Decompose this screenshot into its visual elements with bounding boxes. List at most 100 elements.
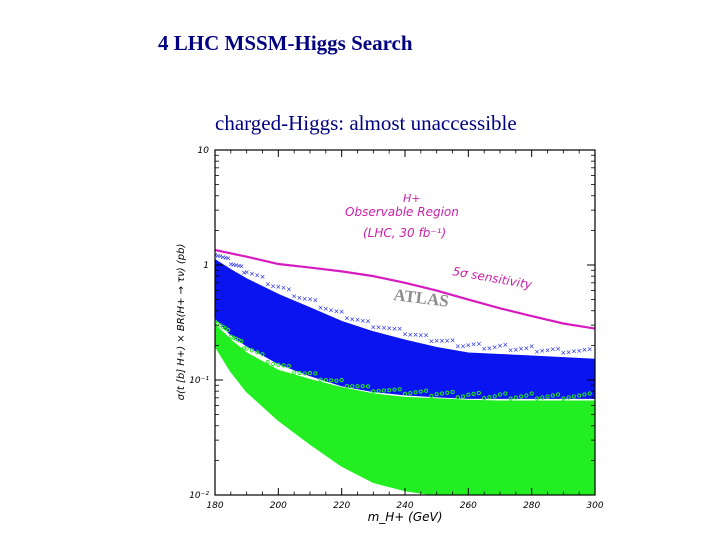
scatter-point xyxy=(455,395,460,400)
scatter-point: × xyxy=(545,346,551,354)
scatter-point xyxy=(260,352,265,357)
scatter-point: × xyxy=(560,349,566,357)
scatter-point xyxy=(487,395,492,400)
scatter-point xyxy=(355,384,360,389)
scatter-point: × xyxy=(428,338,434,346)
scatter-point xyxy=(360,384,365,389)
higgs-sensitivity-plot: ××××××××××××× × × ×× × × × ×× × × × ×× × × × ×× × × × ×× × × ×… xyxy=(176,146,604,524)
scatter-point: × xyxy=(455,343,461,351)
scatter-point: × xyxy=(370,323,376,331)
scatter-point xyxy=(270,361,276,367)
annotation-region-line2: Observable Region xyxy=(345,205,459,219)
scatter-point: × xyxy=(344,315,350,323)
scatter-point xyxy=(434,392,439,397)
scatter-point: × xyxy=(318,304,324,312)
scatter-point: × xyxy=(281,284,287,292)
scatter-point: × xyxy=(339,308,345,316)
scatter-point: × xyxy=(465,341,471,349)
scatter-point: × xyxy=(434,337,440,345)
scatter-point: × xyxy=(476,340,482,348)
scatter-point: × xyxy=(260,273,266,281)
scatter-point: × xyxy=(423,332,429,340)
scatter-point: × xyxy=(241,269,247,277)
scatter-point xyxy=(418,389,423,394)
y-tick-label: 10 xyxy=(198,146,210,156)
x-tick-label: 220 xyxy=(333,501,350,511)
scatter-point: × xyxy=(402,331,408,339)
x-tick-label: 200 xyxy=(270,501,287,511)
scatter-point xyxy=(402,391,408,396)
scatter-point: × xyxy=(215,252,221,260)
y-tick-label: 10⁻² xyxy=(189,491,209,501)
scatter-point xyxy=(313,371,318,376)
scatter-point: × xyxy=(286,285,292,293)
scatter-point xyxy=(307,370,313,376)
scatter-point: × xyxy=(254,272,260,280)
scatter-point xyxy=(482,396,487,401)
scatter-point xyxy=(297,370,302,376)
scatter-point: × xyxy=(481,345,487,353)
scatter-point: × xyxy=(236,262,242,270)
scatter-point: × xyxy=(487,344,493,352)
atlas-watermark: ATLAS xyxy=(393,285,450,311)
x-tick-label: 180 xyxy=(206,501,223,511)
scatter-point: × xyxy=(471,341,477,349)
band-green xyxy=(215,323,595,495)
x-tick-label: 240 xyxy=(396,501,413,511)
scatter-point xyxy=(408,390,413,396)
scatter-point: × xyxy=(513,346,519,354)
scatter-point: × xyxy=(518,345,524,353)
scatter-point: × xyxy=(328,306,334,314)
scatter-point xyxy=(241,346,247,351)
scatter-point xyxy=(265,359,270,365)
scatter-point xyxy=(508,396,513,401)
scatter-point: × xyxy=(492,344,498,352)
scatter-point: × xyxy=(439,337,445,345)
scatter-point xyxy=(450,389,455,395)
scatter-point xyxy=(429,393,434,399)
scatter-point xyxy=(466,392,471,397)
scatter-point xyxy=(397,387,402,392)
scatter-point: × xyxy=(360,317,366,325)
scatter-point xyxy=(582,392,587,397)
scatter-point xyxy=(239,339,244,344)
scatter-point: × xyxy=(550,346,556,354)
scatter-point xyxy=(497,392,503,397)
scatter-point xyxy=(550,393,555,398)
scatter-point xyxy=(519,394,524,399)
x-axis-label: m_H+ (GeV) xyxy=(368,510,443,524)
scatter-point: × xyxy=(529,343,535,351)
scatter-point: × xyxy=(249,270,255,278)
scatter-point: × xyxy=(244,268,250,276)
scatter-point: × xyxy=(413,331,419,339)
scatter-point xyxy=(371,389,376,394)
scatter-point xyxy=(381,388,386,393)
scatter-point xyxy=(545,394,550,399)
scatter-point: × xyxy=(231,261,237,269)
scatter-point: × xyxy=(397,325,403,333)
scatter-point xyxy=(561,396,566,401)
scatter-point: × xyxy=(444,337,450,345)
scatter-point: × xyxy=(450,337,456,345)
scatter-point: × xyxy=(392,325,398,333)
scatter-point xyxy=(503,391,508,396)
scatter-point xyxy=(492,394,497,399)
scatter-point: × xyxy=(407,331,413,339)
x-tick-label: 260 xyxy=(460,501,477,511)
band-blue-markers: ××××××××××××× × × ×× × × × ×× × × × ×× × × × ×× × × × ×× × × ×… xyxy=(215,251,593,357)
slide-title: 4 LHC MSSM-Higgs Search xyxy=(158,31,413,55)
scatter-point: × xyxy=(225,255,231,263)
scatter-point xyxy=(540,395,545,400)
scatter-point: × xyxy=(576,347,582,355)
scatter-point xyxy=(318,377,323,382)
scatter-point xyxy=(286,363,291,369)
scatter-point: × xyxy=(323,305,329,313)
scatter-point xyxy=(529,391,534,396)
scatter-point xyxy=(281,363,286,368)
scatter-point: × xyxy=(307,295,313,303)
scatter-point xyxy=(329,378,334,383)
scatter-point: × xyxy=(270,282,276,290)
scatter-point xyxy=(534,396,540,401)
scatter-point: × xyxy=(376,324,382,332)
scatter-point xyxy=(323,377,328,383)
